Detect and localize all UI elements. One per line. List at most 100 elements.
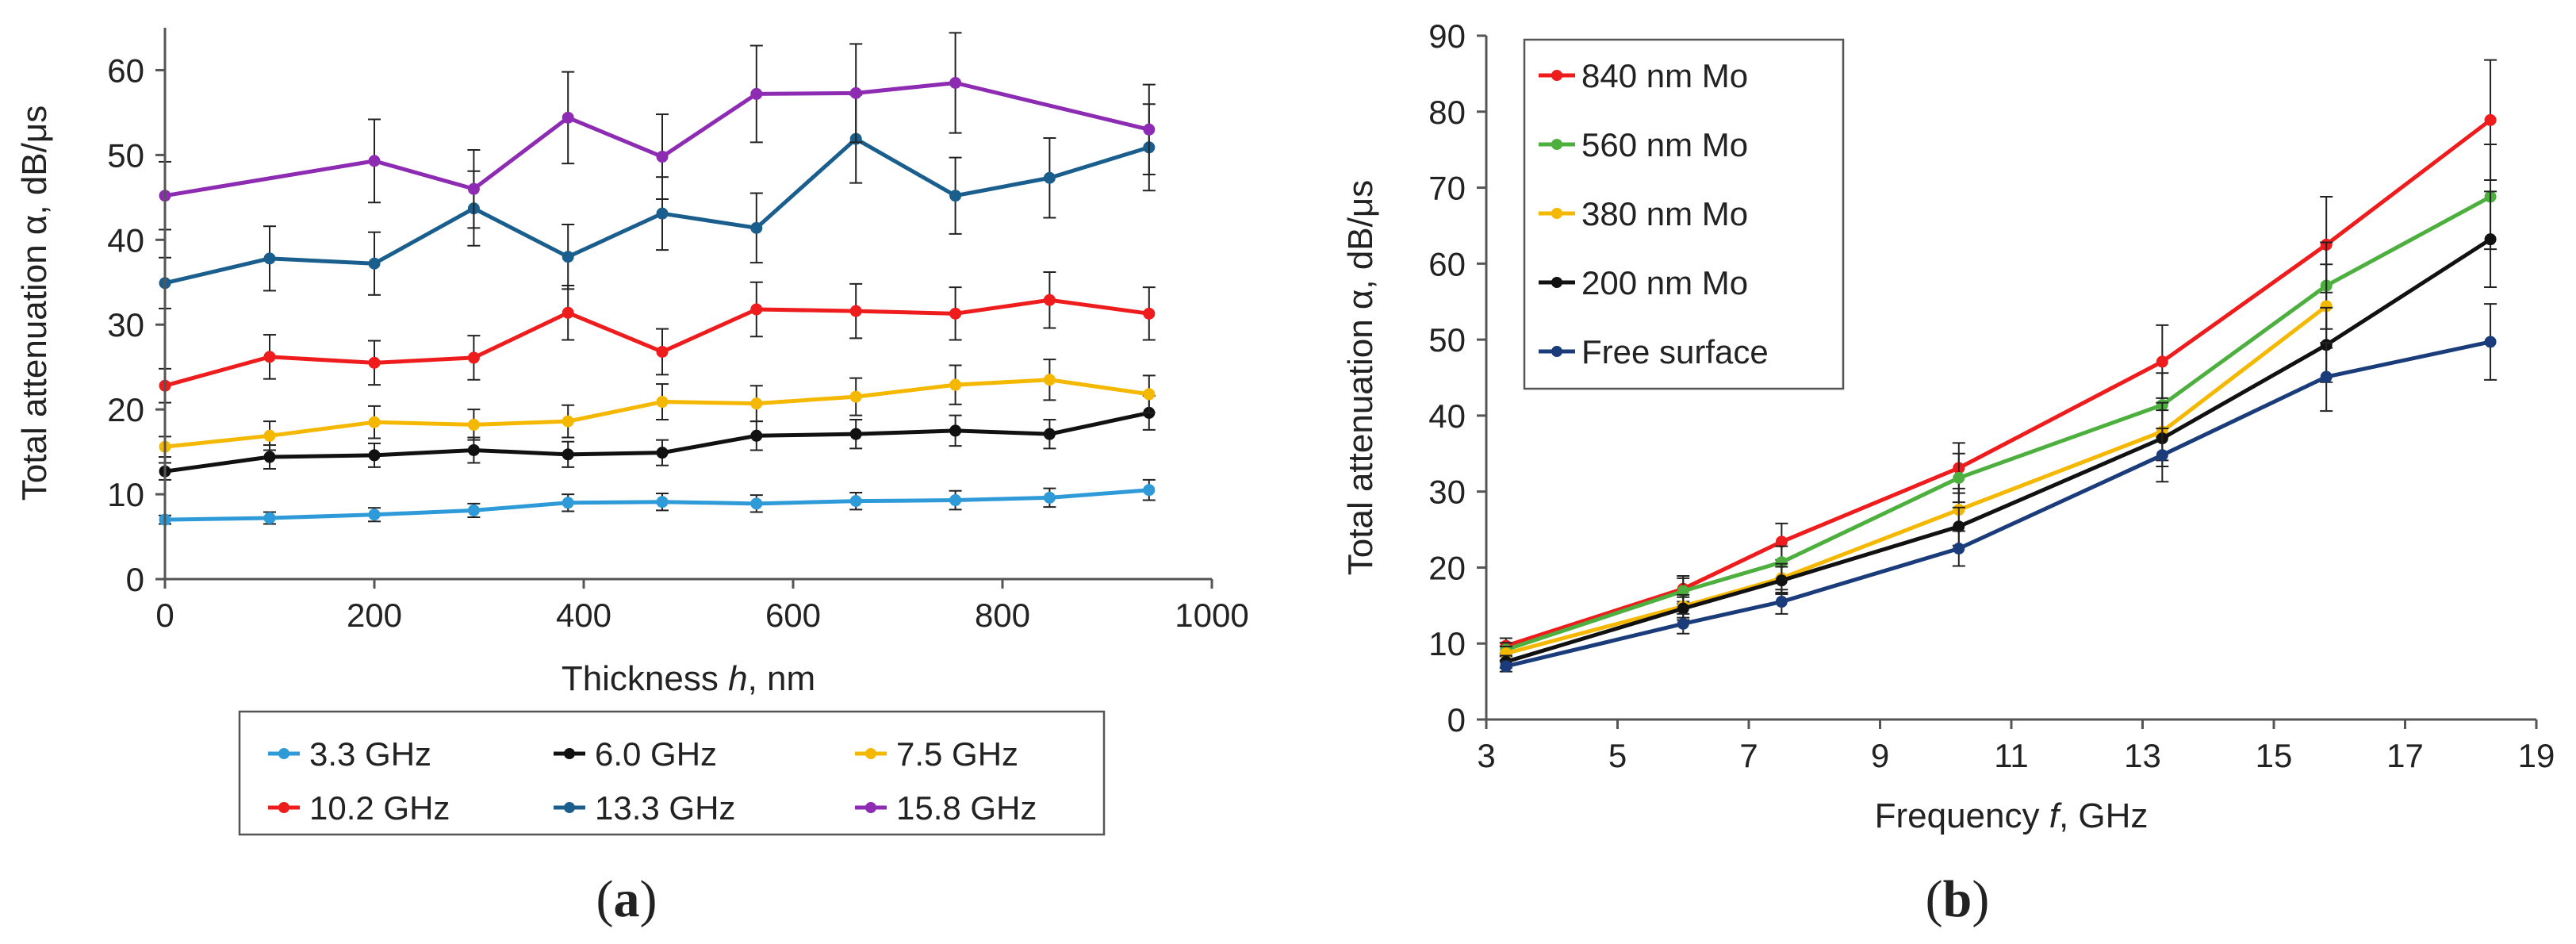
panel-a-y-tick-label: 0 — [126, 561, 144, 598]
panel-b-y-tick-label: 70 — [1428, 170, 1466, 207]
panel-a-x-tick-label: 0 — [155, 597, 174, 634]
panel-a-data-point — [467, 182, 480, 195]
panel-b-x-axis-label-prefix: Frequency — [1875, 796, 2049, 835]
panel-a-data-point — [1043, 374, 1056, 386]
panel-a-data-point — [1143, 123, 1156, 136]
panel-b-data-point — [1953, 543, 1965, 555]
panel-a-legend-marker — [278, 748, 289, 759]
panel-a-data-point — [562, 306, 574, 319]
panel-b-y-tick-label: 0 — [1447, 701, 1466, 739]
panel-a-data-point — [656, 207, 669, 220]
panel-a-data-point — [750, 221, 763, 234]
panel-a-data-point — [949, 307, 962, 320]
panel-a-data-point — [849, 495, 862, 508]
panel-b-y-tick-label: 60 — [1428, 245, 1466, 282]
panel-a-data-point — [1043, 294, 1056, 306]
panel-b-data-point — [1953, 471, 1965, 484]
panel-a-data-point — [263, 429, 276, 442]
panel-b-x-axis-title: Frequency f, GHz — [1875, 796, 2149, 835]
panel-a-x-tick-label: 200 — [347, 597, 402, 634]
panel-a-x-tick-label: 600 — [765, 597, 821, 634]
panel-b-legend-item-200-nm-mo: 200 nm Mo — [1539, 264, 1748, 301]
panel-a-legend-label: 3.3 GHz — [309, 735, 431, 773]
panel-a-x-ticks: 0 200 400 600 800 1000 — [155, 579, 1249, 634]
panel-b-x-tick-label: 11 — [1994, 737, 2029, 774]
panel-b-y-tick-label: 90 — [1428, 17, 1466, 55]
panel-b-y-axis-label: Total attenuation α, dB/μs — [1341, 180, 1380, 575]
panel-b-data-point — [2320, 370, 2333, 383]
panel-a-data-point — [750, 429, 763, 442]
panel-b-data-point — [1775, 596, 1788, 608]
panel-a-series-line-6-0-ghz — [164, 410, 1150, 474]
panel-a-series-line-7-5-ghz — [164, 378, 1150, 449]
panel-a-series-7-5-ghz — [159, 359, 1156, 459]
panel-a-data-point — [949, 190, 962, 202]
panel-b-legend-item-560-nm-mo: 560 nm Mo — [1539, 126, 1748, 163]
panel-a-data-point — [467, 418, 480, 431]
panel-b-y-tick-label: 80 — [1428, 94, 1466, 131]
panel-b-legend-label: 200 nm Mo — [1581, 264, 1748, 301]
panel-a-data-point — [750, 87, 763, 100]
panel-b-y-tick-label: 50 — [1428, 321, 1466, 359]
panel-a-data-point — [1143, 484, 1156, 497]
panel-a-legend-marker — [564, 802, 575, 813]
panel-b-legend-marker — [1551, 277, 1562, 288]
panel-a-y-tick-label: 10 — [107, 476, 144, 513]
panel-a-data-point — [562, 415, 574, 428]
panel-a-legend-frame — [238, 710, 1106, 836]
panel-b-legend-frame — [1523, 38, 1845, 390]
panel-b-y-tick-label: 10 — [1428, 625, 1466, 662]
panel-a-data-point — [656, 496, 669, 508]
panel-a-data-point — [263, 512, 276, 524]
panel-b-y-tick-label: 30 — [1428, 474, 1466, 511]
panel-a-data-point — [467, 351, 480, 364]
panel-a-x-tick-label: 400 — [556, 597, 611, 634]
panel-a-x-tick-label: 1000 — [1175, 597, 1248, 634]
panel-a-data-point — [467, 443, 480, 456]
panel-a-data-point — [750, 397, 763, 410]
panel-a-caption-open-paren: ( — [596, 870, 614, 928]
panel-a-data-point — [656, 447, 669, 459]
panel-a-legend-marker — [278, 802, 289, 813]
panel-b-legend-label: 840 nm Mo — [1581, 57, 1748, 94]
panel-a-y-tick-label: 60 — [107, 52, 144, 89]
panel-a-x-tick-label: 800 — [975, 597, 1030, 634]
panel-a-data-point — [562, 251, 574, 263]
panel-a-caption-letter: a — [614, 870, 640, 928]
panel-b-caption-close-paren: ) — [1972, 870, 1989, 928]
panel-a-data-point — [656, 345, 669, 358]
panel-a-legend-marker — [865, 748, 876, 759]
panel-a-data-point — [263, 252, 276, 265]
panel-b-legend-label: 380 nm Mo — [1581, 195, 1748, 232]
panel-a-x-axis-label-unit: , nm — [748, 659, 816, 698]
panel-b-series-line-380-nm-mo — [1505, 304, 2328, 656]
panel-b-x-tick-label: 17 — [2386, 737, 2424, 774]
panel-a-data-point — [368, 257, 381, 270]
panel-a-caption: (a) — [596, 870, 657, 928]
panel-a-data-point — [1043, 171, 1056, 184]
panel-b-legend-item-840-nm-mo: 840 nm Mo — [1539, 57, 1748, 94]
panel-a-data-point — [1043, 491, 1056, 504]
panel-b-x-tick-label: 3 — [1477, 737, 1495, 774]
panel-a-data-point — [562, 497, 574, 509]
panel-b-legend-marker — [1551, 346, 1562, 357]
panel-a-legend-label: 6.0 GHz — [595, 735, 717, 773]
panel-a-legend-item-13-3-ghz: 13.3 GHz — [554, 789, 735, 827]
panel-a-series-3-3-ghz — [159, 478, 1156, 526]
panel-b-data-point — [2484, 113, 2497, 126]
panel-a-x-axis-label-prefix: Thickness — [562, 659, 728, 698]
panel-a-x-axis-label-variable: h — [728, 659, 747, 698]
panel-b-data-point — [1677, 617, 1689, 630]
panel-b-plot-area — [1499, 59, 2497, 673]
panel-a-data-point — [263, 451, 276, 463]
panel-b-x-tick-label: 9 — [1871, 737, 1889, 774]
panel-a-series-15-8-ghz — [159, 32, 1156, 231]
panel-b-x-ticks: 3 5 7 9 11 13 15 17 19 — [1477, 720, 2555, 774]
panel-a-legend: 3.3 GHz 6.0 GHz 7.5 GHz 10.2 GHz 13.3 GHz 15.… — [238, 710, 1106, 836]
panel-a-x-axis-title: Thickness h, nm — [562, 659, 815, 698]
panel-b-y-tick-label: 40 — [1428, 397, 1466, 435]
panel-a-data-point — [1143, 307, 1156, 320]
panel-a-legend-label: 10.2 GHz — [309, 789, 450, 827]
panel-a-series-13-3-ghz — [159, 94, 1156, 309]
